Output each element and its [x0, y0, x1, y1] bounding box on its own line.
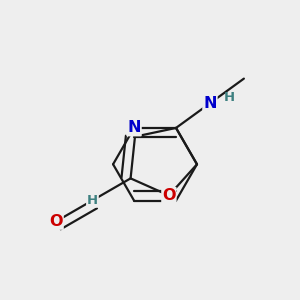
Text: O: O: [162, 188, 176, 203]
Text: N: N: [203, 96, 217, 111]
Text: H: H: [87, 194, 98, 207]
Text: H: H: [224, 91, 235, 104]
Text: N: N: [127, 120, 141, 135]
Text: O: O: [50, 214, 63, 229]
